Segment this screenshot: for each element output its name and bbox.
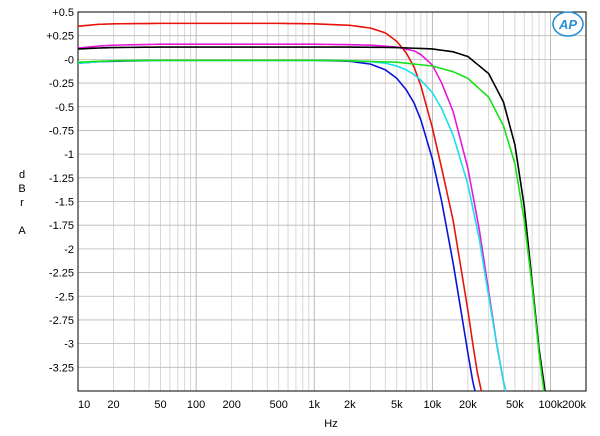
x-tick-label: 1k: [308, 399, 320, 411]
x-tick-label: 200k: [562, 399, 586, 411]
plot-frame: [77, 11, 587, 392]
ap-logo-text: AP: [558, 17, 577, 32]
x-tick-labels: 10 20 50 100 200 500 1k 2k 5k 10k 20k 50k 100k 200k: [78, 399, 586, 411]
series-line-5: [77, 46, 546, 392]
y-tick-label: -0.25: [49, 78, 74, 90]
series-line-4: [77, 59, 507, 392]
x-tick-label: 10: [78, 399, 90, 411]
x-tick-label: 200: [222, 399, 240, 411]
series-line-2: [77, 59, 476, 392]
y-tick-label: -2.25: [49, 268, 74, 280]
x-tick-label: 50k: [506, 399, 524, 411]
y-tick-label: -2: [64, 244, 74, 256]
ylabel-letter-1: d: [19, 169, 25, 181]
y-tick-label: -1.75: [49, 220, 74, 232]
y-tick-label: -2.75: [49, 315, 74, 327]
x-tick-label: 20: [107, 399, 119, 411]
x-tick-label: 500: [269, 399, 287, 411]
y-tick-label: -1.5: [55, 197, 74, 209]
x-tick-label: 20k: [459, 399, 477, 411]
x-axis-title: Hz: [324, 418, 337, 430]
y-axis-title: d B r A: [18, 169, 26, 237]
x-tick-label: 10k: [423, 399, 441, 411]
x-tick-label: 5k: [391, 399, 403, 411]
ylabel-letter-2: B: [18, 183, 25, 195]
y-tick-label: -1.25: [49, 173, 74, 185]
ap-logo: AP: [552, 11, 584, 37]
series-lines: [77, 22, 546, 392]
y-tick-label: -0: [64, 54, 74, 66]
x-tick-label: 100k: [539, 399, 563, 411]
y-tick-label: -0.75: [49, 125, 74, 137]
x-tick-label: 100: [187, 399, 205, 411]
y-tick-label: -3: [64, 339, 74, 351]
y-tick-label: -0.5: [55, 102, 74, 114]
y-tick-labels: +0.5 +0.25 -0 -0.25 -0.5 -0.75 -1 -1.25 -1.5 -1.7…: [46, 7, 74, 374]
ylabel-letter-5: A: [18, 225, 26, 237]
y-tick-label: +0.25: [46, 31, 74, 43]
grid: [77, 11, 587, 391]
x-tick-label: 50: [154, 399, 166, 411]
y-tick-label: -2.5: [55, 291, 74, 303]
y-tick-label: -1: [64, 149, 74, 161]
y-tick-label: -3.25: [49, 362, 74, 374]
y-tick-label: +0.5: [52, 7, 74, 19]
series-line-3: [77, 43, 507, 392]
series-line-6: [77, 59, 545, 392]
ylabel-letter-3: r: [20, 197, 24, 209]
x-tick-label: 2k: [344, 399, 356, 411]
